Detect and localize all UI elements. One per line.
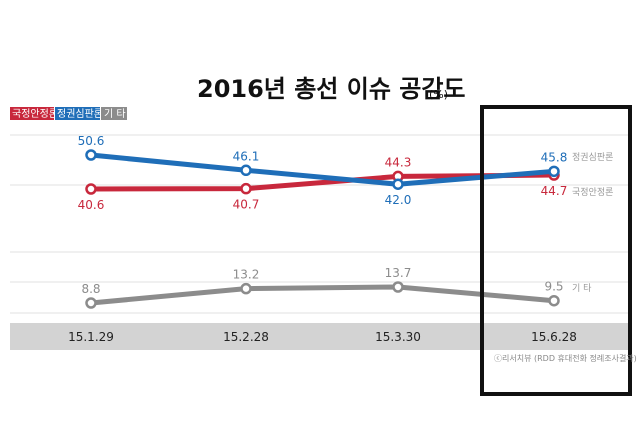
- data-point: [240, 282, 252, 295]
- x-tick-label: 15.3.30: [375, 330, 421, 344]
- data-label: 42.0: [385, 193, 412, 207]
- source-note: ⓒ리서치뷰 (RDD 휴대전화 정례조사결과): [494, 353, 637, 363]
- data-label: 13.2: [233, 268, 260, 282]
- legend-label-other: 기 타: [104, 108, 126, 120]
- data-label: 44.3: [385, 155, 412, 169]
- end-label-other: 기 타: [572, 283, 592, 294]
- series: [85, 149, 560, 309]
- value-labels: 40.6 40.7 44.3 44.7 50.6 46.1 42.0 45.8 8.8 13.2 1…: [78, 134, 568, 296]
- legend-swatch-jeonggwon: [55, 107, 100, 120]
- x-tick-label: 15.1.29: [68, 330, 114, 344]
- end-label-gukjeong: 국정안정론: [572, 187, 613, 198]
- legend-label-jeonggwon: 정권심판론: [57, 108, 103, 120]
- legend: 국정안정론 정권심판론 기 타: [10, 107, 127, 120]
- legend-swatch-other: [101, 107, 127, 120]
- data-point: [240, 182, 252, 195]
- data-point: [548, 165, 560, 178]
- series-line-2: [88, 284, 557, 306]
- data-label: 8.8: [81, 282, 100, 296]
- x-axis: 15.1.29 15.2.28 15.3.30 15.6.28: [68, 330, 577, 344]
- data-point: [392, 281, 404, 293]
- highlight-box: [480, 105, 632, 396]
- data-label: 13.7: [385, 266, 412, 280]
- data-label: 40.7: [233, 198, 260, 212]
- x-tick-label: 15.6.28: [531, 330, 577, 344]
- data-label: 9.5: [544, 280, 563, 294]
- data-label: 50.6: [78, 134, 105, 148]
- end-label-jeonggwon: 정권심판론: [572, 151, 613, 163]
- x-axis-band: [10, 323, 630, 350]
- series-line-1: [88, 152, 557, 187]
- legend-label-gukjeong: 국정안정론: [12, 108, 58, 120]
- data-point: [240, 164, 252, 177]
- data-point: [548, 294, 560, 307]
- data-label: 44.7: [541, 184, 568, 198]
- data-point: [392, 178, 404, 190]
- data-point: [85, 183, 97, 195]
- data-point: [85, 149, 97, 161]
- x-tick-label: 15.2.28: [223, 330, 269, 344]
- data-point: [85, 297, 97, 309]
- data-label: 45.8: [541, 150, 568, 164]
- chart-title-unit: (%): [429, 88, 448, 101]
- chart-title: 2016년 총선 이슈 공감도: [197, 75, 466, 103]
- data-label: 40.6: [78, 198, 105, 212]
- data-label: 46.1: [233, 149, 260, 163]
- legend-swatch-gukjeong: [10, 107, 54, 120]
